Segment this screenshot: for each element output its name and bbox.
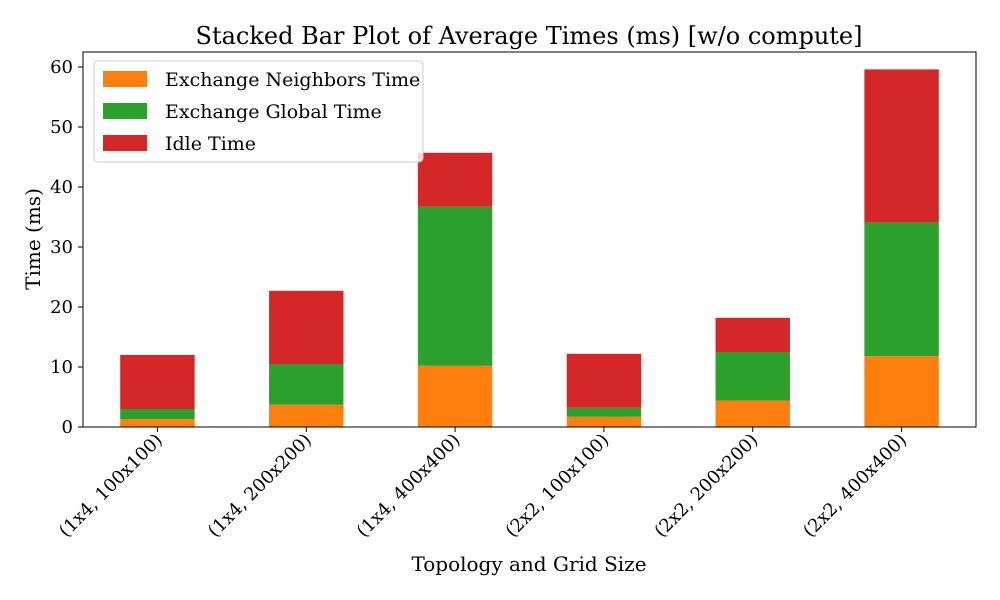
bar-segment-series-2-category-3 — [566, 353, 642, 408]
bar-segment-series-2-category-0 — [120, 355, 195, 409]
x-axis-label: Topology and Grid Size — [411, 552, 646, 576]
bar-segment-series-1-category-3 — [566, 407, 642, 417]
bar-segment-series-0-category-3 — [566, 416, 642, 427]
bar-segment-series-1-category-0 — [120, 409, 195, 420]
y-tick-label-1: 10 — [50, 357, 73, 378]
legend-swatch-0 — [103, 71, 147, 87]
bar-segment-series-0-category-2 — [417, 365, 493, 427]
y-axis-label: Time (ms) — [21, 188, 45, 290]
y-axis: 0 10 20 30 40 50 60 — [50, 57, 83, 438]
bar-segment-series-0-category-1 — [269, 404, 344, 427]
bar-segment-series-1-category-2 — [417, 206, 493, 366]
legend: Exchange Neighbors Time Exchange Global T… — [93, 60, 424, 163]
bar-segment-series-1-category-1 — [269, 364, 344, 405]
y-tick-label-6: 60 — [50, 57, 73, 78]
x-tick-label-2: (1x4, 400x400) — [353, 430, 465, 542]
bar-segment-series-1-category-5 — [864, 222, 939, 357]
x-tick-label-0: (1x4, 100x100) — [55, 430, 167, 542]
y-tick-label-2: 20 — [50, 297, 73, 318]
bar-segment-series-0-category-0 — [120, 419, 195, 427]
legend-swatch-2 — [103, 135, 147, 151]
x-tick-label-5: (2x2, 400x400) — [799, 430, 911, 542]
legend-swatch-1 — [103, 103, 147, 119]
y-tick-label-5: 50 — [50, 117, 73, 138]
legend-box — [93, 60, 424, 163]
bar-segment-series-1-category-4 — [715, 352, 790, 401]
x-tick-label-4: (2x2, 200x200) — [650, 430, 762, 542]
bars-group — [120, 69, 939, 427]
x-axis: (1x4, 100x100) (1x4, 200x200) (1x4, 400x40… — [55, 427, 911, 542]
x-tick-label-1: (1x4, 200x200) — [204, 430, 316, 542]
x-tick-label-3: (2x2, 100x100) — [501, 430, 613, 542]
bar-segment-series-2-category-4 — [715, 317, 790, 352]
y-tick-label-0: 0 — [62, 417, 73, 438]
plot-area-frame — [82, 51, 977, 428]
y-tick-label-4: 40 — [50, 177, 73, 198]
bar-segment-series-0-category-4 — [715, 400, 790, 427]
legend-label-0: Exchange Neighbors Time — [165, 69, 420, 91]
y-tick-label-3: 30 — [50, 237, 73, 258]
bar-segment-series-2-category-5 — [864, 69, 939, 223]
bar-segment-series-2-category-2 — [417, 152, 493, 207]
bar-segment-series-0-category-5 — [864, 356, 939, 427]
bar-segment-series-2-category-1 — [269, 290, 344, 364]
legend-label-2: Idle Time — [165, 133, 256, 155]
chart-title: Stacked Bar Plot of Average Times (ms) [… — [196, 22, 863, 50]
legend-label-1: Exchange Global Time — [165, 101, 382, 123]
